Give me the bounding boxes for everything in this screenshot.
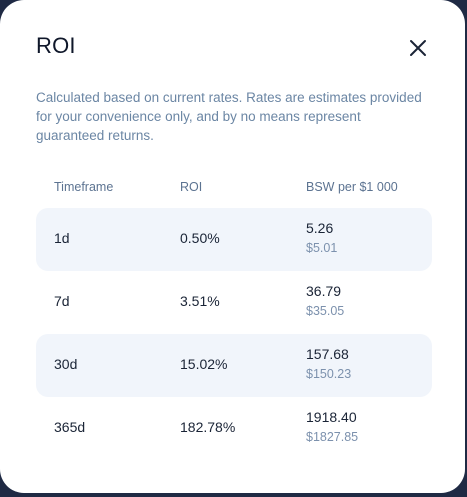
close-icon — [410, 40, 426, 56]
token-value-cell: 1918.40 — [306, 409, 357, 425]
token-value-cell: 5.26 — [306, 220, 334, 236]
table-row: 1d 0.50% 5.26 $5.01 — [36, 208, 432, 271]
table-row: 30d 15.02% 157.68 $150.23 — [36, 334, 432, 397]
timeframe-cell: 1d — [54, 230, 70, 246]
token-value-cell: 157.68 — [306, 346, 349, 362]
usd-value-cell: $1827.85 — [306, 430, 359, 444]
table-header: Timeframe ROI BSW per $1 000 — [36, 172, 432, 202]
header-roi: ROI — [180, 180, 203, 194]
header-bsw-per-1000: BSW per $1 000 — [306, 180, 398, 194]
header-timeframe: Timeframe — [54, 180, 114, 194]
close-button[interactable] — [402, 32, 434, 64]
table-row: 7d 3.51% 36.79 $35.05 — [36, 271, 432, 334]
roi-cell: 3.51% — [180, 293, 220, 309]
timeframe-cell: 365d — [54, 419, 86, 435]
table-row: 365d 182.78% 1918.40 $1827.85 — [36, 397, 432, 460]
timeframe-cell: 30d — [54, 356, 78, 372]
modal-description: Calculated based on current rates. Rates… — [36, 90, 422, 143]
usd-value-cell: $150.23 — [306, 367, 352, 381]
roi-cell: 15.02% — [180, 356, 228, 372]
usd-value-cell: $5.01 — [306, 241, 338, 255]
roi-cell: 182.78% — [180, 419, 236, 435]
token-value-cell: 36.79 — [306, 283, 342, 299]
roi-table: Timeframe ROI BSW per $1 000 1d 0.50% 5.… — [36, 172, 432, 444]
roi-cell: 0.50% — [180, 230, 220, 246]
modal-title: ROI — [36, 33, 76, 58]
usd-value-cell: $35.05 — [306, 304, 345, 318]
timeframe-cell: 7d — [54, 293, 70, 309]
